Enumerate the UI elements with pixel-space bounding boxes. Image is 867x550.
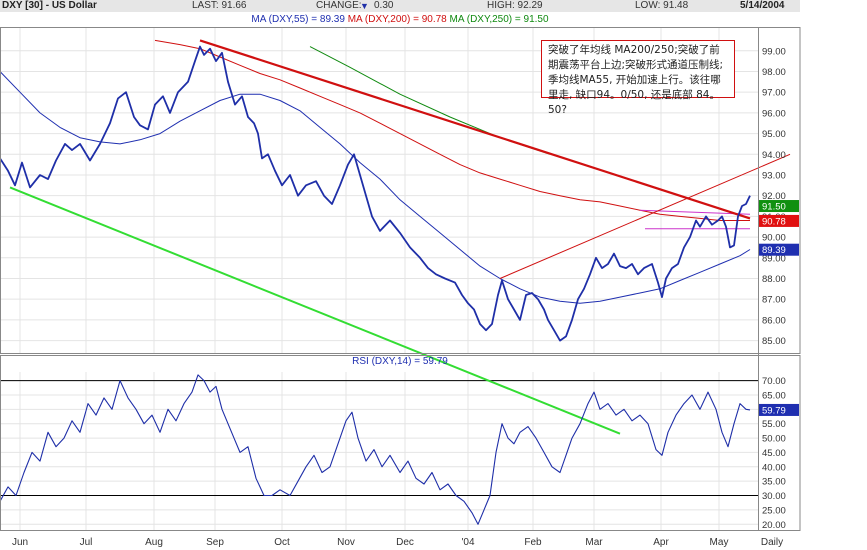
rsi-tick-label: 45.00 [762,448,786,459]
last-value-tag-label: 90.78 [762,216,786,227]
rsi-tick-label: 20.00 [762,520,786,531]
rsi-tick-label: 40.00 [762,462,786,473]
ma-legend: MA (DXY,55) = 89.39 MA (DXY,200) = 90.78… [0,14,800,26]
month-label: Jun [12,537,28,548]
price-tick-label: 85.00 [762,336,786,347]
rsi-series [0,374,751,525]
chart-frame [0,27,801,531]
axis-labels: 85.0086.0087.0088.0089.0090.0091.0092.00… [12,46,786,548]
price-tick-label: 99.00 [762,46,786,57]
rsi-tick-label: 50.00 [762,434,786,445]
rsi-tick-label: 55.00 [762,419,786,430]
price-tick-label: 95.00 [762,129,786,140]
rsi-tick-label: 65.00 [762,390,786,401]
last-value-tag [759,200,799,213]
high-value: HIGH: 92.29 [487,0,543,11]
low-value: LOW: 91.48 [635,0,689,11]
month-label: Nov [337,537,355,548]
downtrend-line [199,39,751,220]
last-value-tag-label: 91.50 [762,202,786,213]
month-label: Oct [274,537,290,548]
month-label: Apr [653,537,669,548]
down-arrow-icon: ▼ [360,1,369,11]
price-tick-label: 97.00 [762,88,786,99]
last-value-tag [759,214,799,227]
chart-title: DXY [30] - US Dollar [2,0,97,11]
price-tick-label: 98.00 [762,67,786,78]
ma250-legend: MA (DXY,250) = 91.50 [449,14,549,25]
ma200-line [154,39,750,221]
price-tick-label: 94.00 [762,150,786,161]
month-label: Daily [761,537,783,548]
last-value-tag-label: 59.79 [762,405,786,416]
chart-date: 5/14/2004 [740,0,785,11]
change-value: 0.30 [374,0,394,11]
price-tick-label: 92.00 [762,191,786,202]
month-label: May [710,537,729,548]
month-label: Jul [80,537,93,548]
last-value-tag [759,403,799,416]
rsi-tick-label: 70.00 [762,376,786,387]
price-tick-label: 90.00 [762,233,786,244]
channel-lower-line [9,186,621,435]
change-label: CHANGE: [316,0,362,11]
price-tick-label: 87.00 [762,295,786,306]
month-label: Feb [524,537,542,548]
rsi-tick-label: 30.00 [762,491,786,502]
price-panel-frame [0,27,801,354]
rsi-grid [0,372,758,530]
price-tick-label: 93.00 [762,170,786,181]
price-tick-label: 86.00 [762,315,786,326]
ma55-line [0,71,751,304]
ma200-legend: MA (DXY,200) = 90.78 [347,14,447,25]
rsi-tick-label: 25.00 [762,505,786,516]
ma55-legend: MA (DXY,55) = 89.39 [251,14,345,25]
rsi-line [0,374,751,525]
value-tags: 91.50 90.78 89.39 59.79 [759,200,799,416]
price-tick-label: 88.00 [762,274,786,285]
dxy-price-line [0,45,751,342]
month-label: Aug [145,537,163,548]
month-label: '04 [461,537,474,548]
rsi-tick-label: 35.00 [762,477,786,488]
price-tick-label: 89.00 [762,253,786,264]
uptrend-line [499,153,791,279]
header-bar [0,0,800,12]
last-value: LAST: 91.66 [192,0,247,11]
month-label: Mar [585,537,603,548]
last-value-tag [759,243,799,256]
analysis-annotation: 突破了年均线 MA200/250;突破了前期震荡平台上边;突破形式通道压制线;季… [541,40,735,116]
price-series [0,39,791,435]
month-label: Sep [206,537,224,548]
last-value-tag-label: 89.39 [762,245,786,256]
rsi-title: RSI (DXY,14) = 59.79 [352,356,448,367]
price-tick-label: 96.00 [762,108,786,119]
month-label: Dec [396,537,414,548]
rsi-panel-frame [0,355,801,531]
